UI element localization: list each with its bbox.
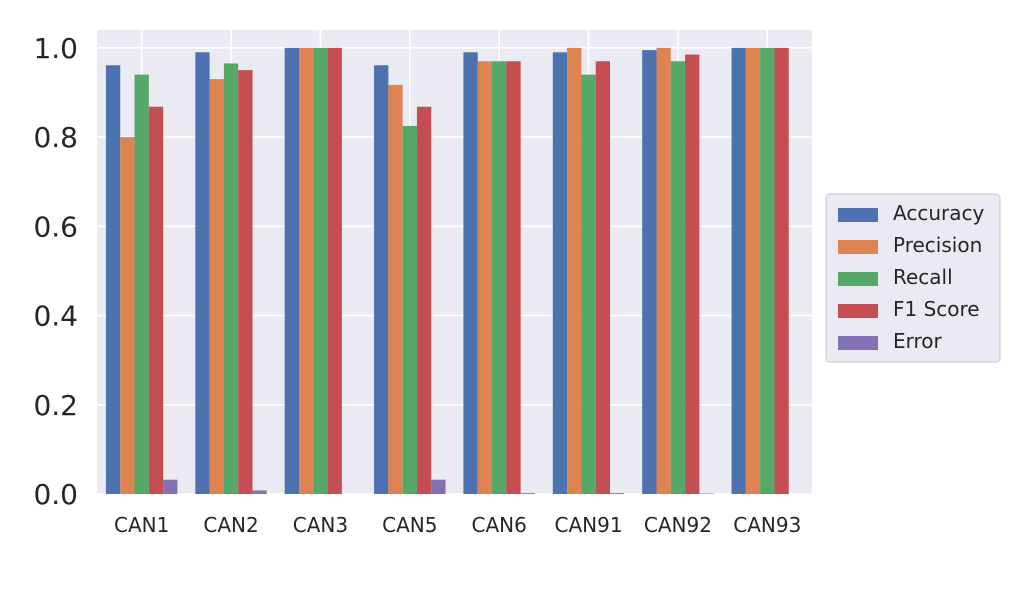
bar-precision-can92 [656,48,670,494]
bar-accuracy-can91 [553,52,567,494]
bar-recall-can91 [581,75,595,494]
legend-label: Recall [893,265,953,289]
legend-label: Precision [893,233,982,257]
bar-error-can1 [163,480,177,494]
x-tick-label: CAN5 [382,513,437,537]
y-tick-label: 0.6 [33,210,78,243]
y-tick-label: 0.2 [33,389,78,422]
legend-swatch [838,272,878,286]
bar-precision-can6 [478,61,492,494]
bar-accuracy-can92 [642,50,656,494]
x-tick-label: CAN92 [644,513,712,537]
bar-recall-can2 [224,63,238,494]
bar-accuracy-can6 [463,52,477,494]
bar-f1-score-can93 [774,48,788,494]
bar-f1-score-can2 [238,70,252,494]
legend-label: F1 Score [893,297,980,321]
x-tick-label: CAN1 [114,513,169,537]
bar-recall-can6 [492,61,506,494]
bar-error-can91 [610,493,624,494]
x-tick-label: CAN3 [293,513,348,537]
y-tick-labels: 0.0 0.2 0.4 0.6 0.8 1.0 [33,32,78,511]
x-tick-labels: CAN1 CAN2 CAN3 CAN5 CAN6 CAN91 CAN92 CAN93 [114,513,801,537]
bar-precision-can3 [299,48,313,494]
legend-swatch [838,240,878,254]
legend-swatch [838,304,878,318]
x-tick-label: CAN2 [203,513,258,537]
legend-label: Accuracy [893,201,984,225]
legend-swatch [838,336,878,350]
bar-accuracy-can93 [732,48,746,494]
y-tick-label: 0.0 [33,478,78,511]
bar-f1-score-can92 [685,55,699,494]
y-tick-label: 0.4 [33,300,78,333]
y-tick-label: 1.0 [33,32,78,65]
bar-precision-can5 [388,85,402,494]
bar-precision-can93 [746,48,760,494]
bar-recall-can5 [403,126,417,494]
bar-f1-score-can91 [596,61,610,494]
bar-accuracy-can5 [374,65,388,494]
legend-label: Error [893,329,943,353]
bar-recall-can1 [135,75,149,494]
y-tick-label: 0.8 [33,121,78,154]
bar-precision-can2 [210,79,224,494]
x-tick-label: CAN6 [472,513,527,537]
bar-error-can5 [431,480,445,494]
bar-precision-can91 [567,48,581,494]
x-tick-label: CAN91 [555,513,623,537]
bar-accuracy-can2 [195,52,209,494]
bar-f1-score-can3 [328,48,342,494]
legend-swatch [838,208,878,222]
bar-precision-can1 [120,137,134,494]
bar-error-can2 [253,490,267,494]
bar-f1-score-can6 [506,61,520,494]
bar-accuracy-can1 [106,65,120,494]
x-tick-label: CAN93 [733,513,801,537]
bar-f1-score-can1 [149,107,163,494]
bar-error-can6 [521,493,535,494]
bar-recall-can3 [313,48,327,494]
bar-accuracy-can3 [285,48,299,494]
bar-recall-can93 [760,48,774,494]
bar-f1-score-can5 [417,107,431,494]
bar-recall-can92 [671,61,685,494]
legend: Accuracy Precision Recall F1 Score Error [826,194,1000,362]
